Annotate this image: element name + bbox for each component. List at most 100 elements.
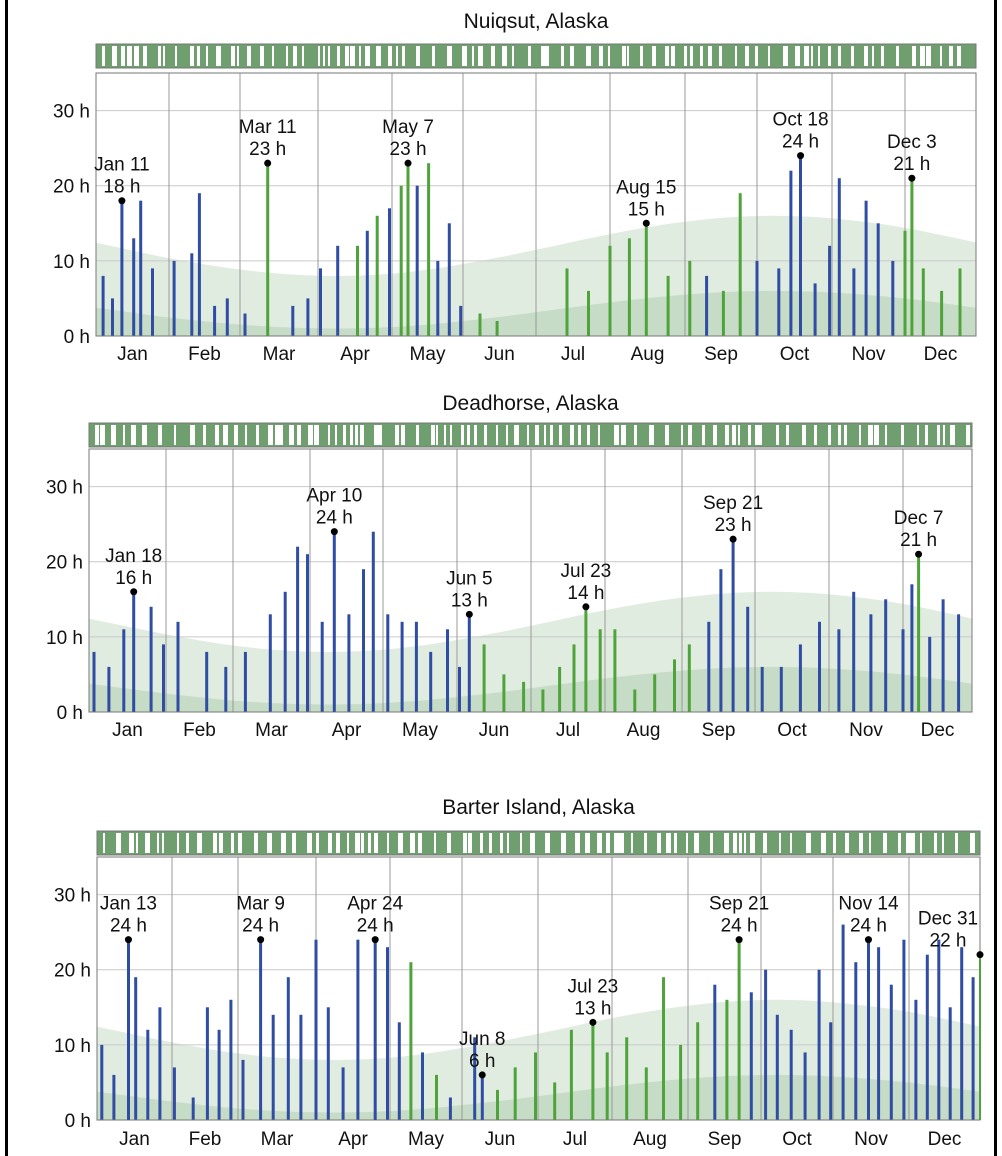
strip-gap bbox=[943, 425, 945, 445]
data-bar bbox=[605, 1052, 609, 1120]
data-bar bbox=[409, 962, 413, 1120]
strip-gap bbox=[100, 425, 105, 445]
annotation-hours: 23 h bbox=[390, 139, 427, 160]
annotation-hours: 24 h bbox=[850, 916, 887, 937]
data-bar bbox=[565, 268, 569, 336]
strip-gap bbox=[347, 833, 349, 853]
annotation-dot bbox=[264, 159, 272, 167]
strip-gap bbox=[912, 46, 916, 66]
strip-gap bbox=[434, 833, 436, 853]
strip-gap bbox=[238, 833, 242, 853]
observation-strip bbox=[97, 831, 980, 855]
strip-gap bbox=[237, 46, 239, 66]
strip-gap bbox=[323, 46, 325, 66]
data-bar bbox=[162, 644, 165, 712]
data-bar bbox=[818, 621, 821, 712]
strip-gap bbox=[272, 46, 274, 66]
strip-gap bbox=[467, 425, 470, 445]
annotation-hours: 13 h bbox=[574, 998, 611, 1019]
strip-gap bbox=[750, 833, 755, 853]
data-bar bbox=[421, 1052, 424, 1120]
data-bar bbox=[459, 305, 463, 336]
strip-gap bbox=[665, 46, 669, 66]
x-tick-label: Mar bbox=[263, 344, 296, 365]
strip-gap bbox=[447, 46, 452, 66]
data-bar bbox=[891, 260, 895, 336]
data-bar bbox=[191, 1097, 195, 1120]
data-bar bbox=[837, 629, 841, 712]
data-bar bbox=[205, 651, 209, 712]
data-bar bbox=[400, 621, 404, 712]
annotation-date: Jun 5 bbox=[446, 568, 492, 589]
strip-gap bbox=[570, 46, 574, 66]
strip-gap bbox=[350, 46, 355, 66]
strip-gap bbox=[614, 833, 619, 853]
data-bar bbox=[388, 208, 391, 336]
annotation-date: Mar 11 bbox=[239, 117, 297, 138]
data-bar bbox=[587, 290, 590, 336]
annotation-hours: 24 h bbox=[110, 916, 147, 937]
strip-gap bbox=[725, 425, 729, 445]
annotation-dot bbox=[478, 1071, 486, 1079]
x-tick-label: Mar bbox=[255, 720, 288, 741]
x-tick-label: Jun bbox=[485, 1129, 516, 1150]
annotation-dot bbox=[404, 159, 412, 167]
strip-gap bbox=[869, 833, 871, 853]
data-bar bbox=[813, 283, 817, 336]
strip-gap bbox=[838, 46, 841, 66]
strip-gap bbox=[925, 425, 928, 445]
strip-gap bbox=[694, 833, 699, 853]
annotation-dot bbox=[582, 603, 590, 611]
x-tick-label: Jul bbox=[563, 1129, 587, 1150]
data-bar bbox=[901, 629, 905, 712]
strip-gap bbox=[402, 46, 405, 66]
annotation-date: Dec 31 bbox=[918, 909, 978, 930]
data-bar bbox=[910, 584, 914, 712]
data-bar bbox=[644, 1067, 648, 1120]
chart-title: Barter Island, Alaska bbox=[442, 796, 635, 819]
strip-gap bbox=[622, 46, 626, 66]
strip-gap bbox=[783, 46, 788, 66]
data-bar bbox=[569, 1029, 573, 1120]
strip-frame bbox=[96, 830, 981, 856]
data-bar bbox=[876, 223, 880, 336]
strip-gap bbox=[724, 833, 729, 853]
strip-gap bbox=[779, 833, 781, 853]
annotation-date: Sep 21 bbox=[709, 894, 769, 915]
strip-gap bbox=[621, 425, 626, 445]
data-bar bbox=[940, 290, 944, 336]
data-bar bbox=[306, 298, 310, 336]
strip-gap bbox=[806, 833, 811, 853]
strip-gap bbox=[649, 425, 654, 445]
strip-gap bbox=[401, 425, 405, 445]
strip-gap bbox=[690, 46, 693, 66]
strip-gap bbox=[197, 833, 202, 853]
data-bar bbox=[789, 170, 793, 336]
data-bar bbox=[653, 674, 657, 712]
x-tick-label: Apr bbox=[338, 1129, 368, 1150]
strip-frame bbox=[88, 422, 973, 448]
strip-gap bbox=[710, 833, 713, 853]
strip-gap bbox=[942, 833, 944, 853]
strip-gap bbox=[368, 833, 371, 853]
data-bar bbox=[146, 1029, 150, 1120]
data-bar bbox=[172, 260, 176, 336]
strip-gap bbox=[281, 833, 286, 853]
strip-gap bbox=[833, 833, 836, 853]
annotation-dot bbox=[465, 610, 473, 618]
data-bar bbox=[957, 614, 961, 712]
strip-gap bbox=[911, 833, 915, 853]
data-bar bbox=[889, 984, 893, 1120]
strip-gap bbox=[174, 425, 176, 445]
strip-gap bbox=[376, 46, 381, 66]
annotation-date: Jun 8 bbox=[459, 1029, 505, 1050]
strip-gap bbox=[845, 833, 849, 853]
data-bar bbox=[852, 591, 856, 712]
annotation-dot bbox=[371, 936, 379, 944]
strip-gap bbox=[957, 46, 961, 66]
data-bar bbox=[841, 924, 845, 1120]
strip-gap bbox=[966, 425, 970, 445]
strip-gap bbox=[158, 46, 161, 66]
data-bar bbox=[151, 268, 154, 336]
strip-gap bbox=[163, 46, 165, 66]
